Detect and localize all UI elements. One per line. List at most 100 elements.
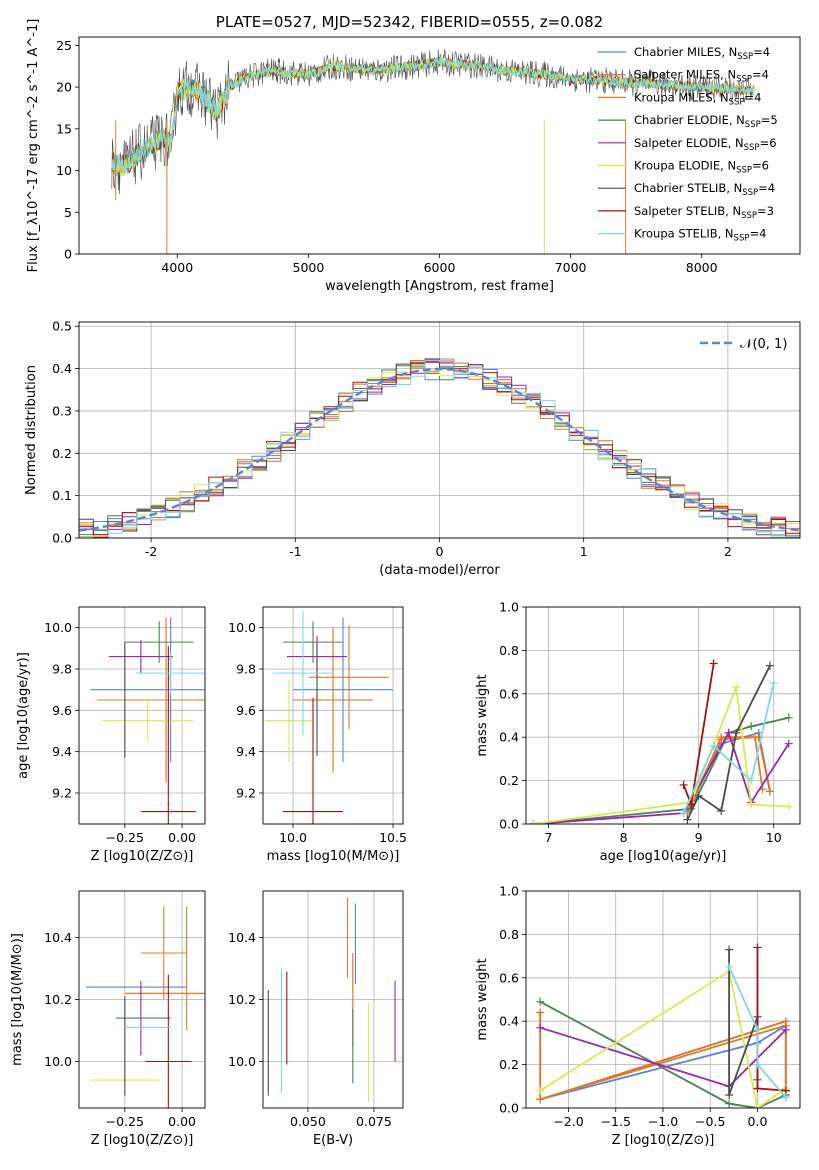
weight-marker — [679, 780, 688, 789]
x-tick-label: −1.0 — [648, 1114, 678, 1129]
legend-label: Kroupa MILES, NSSP=4 — [634, 90, 761, 107]
y-axis-label: mass weight — [475, 674, 490, 756]
legend-label: Kroupa ELODIE, NSSP=6 — [634, 159, 769, 176]
spectrum-line — [111, 57, 755, 175]
y-tick-label: 9.4 — [236, 744, 256, 759]
legend-label-name: Chabrier MILES, N — [634, 45, 737, 59]
y-tick-label: 9.2 — [236, 786, 256, 801]
panel-age-vs-Z: −0.25 0.00 9.2 9.4 9.6 9.8 10.0 Z [log10(Z/Z⊙)]… — [16, 606, 206, 864]
weight-marker — [753, 1060, 762, 1069]
y-tick-label: 25 — [56, 38, 72, 53]
weight-marker — [750, 733, 759, 742]
weight-marker — [529, 820, 538, 824]
gridlines — [79, 607, 205, 824]
legend-label-n: =4 — [749, 227, 766, 241]
weight-marker — [536, 1008, 545, 1017]
x-axis-label: E(B-V) — [313, 1133, 353, 1148]
x-axis-label: Z [log10(Z/Z⊙)] — [91, 849, 194, 864]
plot-area — [111, 49, 755, 254]
weight-marker — [725, 1099, 734, 1108]
x-tick-label: 7000 — [555, 260, 587, 275]
y-tick-label: 0.3 — [52, 403, 72, 418]
weight-line — [686, 665, 771, 821]
y-tick-label: 9.8 — [236, 662, 256, 677]
legend: 𝒩(0, 1) — [700, 337, 787, 352]
y-tick-label: 10.2 — [228, 992, 256, 1007]
y-tick-label: 0.8 — [499, 643, 519, 658]
legend-label: Chabrier MILES, NSSP=4 — [634, 45, 770, 62]
legend-label-name: Salpeter STELIB, N — [634, 204, 741, 218]
y-tick-label: 9.8 — [52, 662, 72, 677]
legend-label-name: Kroupa STELIB, N — [634, 227, 734, 241]
x-tick-label: 1 — [580, 544, 588, 559]
weight-marker — [724, 728, 733, 737]
legend-label: Salpeter MILES, NSSP=4 — [634, 68, 769, 85]
y-axis-label: Flux [f_λ10^-17 erg cm^-2 s^-1 A^-1] — [26, 19, 41, 273]
y-tick-label: 0.0 — [499, 1101, 519, 1116]
legend-label: Salpeter STELIB, NSSP=3 — [634, 204, 774, 221]
x-tick-label: −1.5 — [601, 1114, 631, 1129]
x-axis-label: Z [log10(Z/Z⊙)] — [91, 1133, 194, 1148]
y-tick-label: 10.2 — [44, 992, 72, 1007]
weight-line — [539, 969, 787, 1108]
weight-marker — [784, 802, 793, 811]
y-tick-label: 9.4 — [52, 744, 72, 759]
x-tick-label: 4000 — [161, 260, 193, 275]
weight-marker — [765, 661, 774, 670]
gridlines — [79, 322, 800, 539]
plot-area — [79, 358, 800, 538]
legend-label: Chabrier ELODIE, NSSP=5 — [634, 113, 778, 130]
axes-frame — [525, 890, 801, 1109]
weight-marker — [679, 809, 688, 818]
legend-label-sub: SSP — [745, 120, 761, 130]
y-tick-label: 0.5 — [52, 319, 72, 334]
axes-frame — [262, 890, 404, 1109]
weight-marker — [717, 806, 726, 815]
x-tick-label: 0.00 — [168, 830, 196, 845]
x-tick-label: 0 — [436, 544, 444, 559]
legend-label: Chabrier STELIB, NSSP=4 — [634, 181, 775, 198]
y-axis-label: Normed distribution — [24, 365, 39, 495]
x-tick-label: 0.00 — [168, 1114, 196, 1129]
panel-weight-vs-age: 7 8 9 10 0.0 0.2 0.4 0.6 0.8 1.0 age [log10(age/yr… — [475, 600, 801, 864]
legend-label-n: =6 — [752, 159, 769, 173]
weight-marker — [732, 728, 741, 737]
panel-mass-vs-EBV: 0.050 0.075 10.0 10.2 10.4 E(B-V) — [228, 890, 404, 1148]
histogram-kroupa-stelib — [79, 359, 800, 538]
y-tick-label: 1.0 — [499, 600, 519, 615]
weight-marker — [717, 735, 726, 744]
weight-marker — [765, 787, 774, 796]
y-tick-label: 0.4 — [52, 361, 72, 376]
legend-label-name: Chabrier STELIB, N — [634, 181, 742, 195]
y-tick-label: 5 — [64, 205, 72, 220]
y-tick-label: 9.2 — [52, 786, 72, 801]
x-tick-label: 9 — [695, 830, 703, 845]
x-tick-label: 8 — [620, 830, 628, 845]
legend-label-name: Salpeter MILES, N — [634, 68, 736, 82]
x-tick-label: −0.5 — [695, 1114, 725, 1129]
legend-label-n: =4 — [752, 68, 769, 82]
legend-label: 𝒩(0, 1) — [740, 337, 787, 352]
weight-marker — [753, 1025, 762, 1034]
gridlines — [263, 891, 403, 1108]
legend-label-n: =5 — [761, 113, 778, 127]
x-tick-label: 5000 — [293, 260, 325, 275]
panel-mass-vs-Z: −0.25 0.00 10.0 10.2 10.4 Z [log10(Z/Z⊙)] mass… — [10, 890, 206, 1148]
legend-label-name: Kroupa MILES, N — [634, 90, 729, 104]
weight-marker — [784, 713, 793, 722]
panel-age-vs-mass: 10.0 10.5 9.2 9.4 9.6 9.8 10.0 mass [log10(M/M⊙… — [228, 606, 407, 864]
axes-frame — [78, 36, 801, 255]
weight-marker — [687, 800, 696, 809]
legend-label-sub: SSP — [742, 188, 758, 198]
legend-label-n: =6 — [760, 136, 777, 150]
x-axis-label: wavelength [Angstrom, rest frame] — [325, 279, 554, 294]
y-tick-label: 0.2 — [499, 773, 519, 788]
y-tick-label: 0.8 — [499, 927, 519, 942]
spectrum-line — [111, 57, 755, 177]
weight-marker — [536, 1023, 545, 1032]
axes-frame — [262, 606, 404, 825]
x-axis-label: age [log10(age/yr)] — [600, 849, 727, 864]
x-tick-label: 6000 — [424, 260, 456, 275]
y-tick-label: 10.0 — [44, 1054, 72, 1069]
